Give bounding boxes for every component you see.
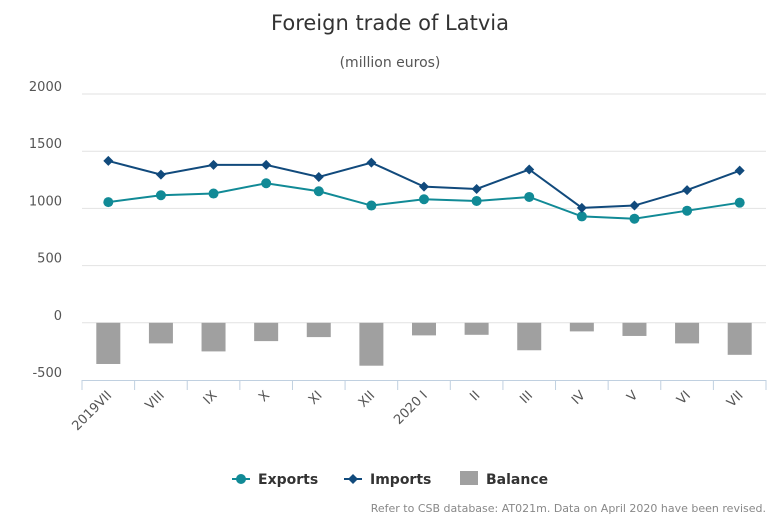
series-lines <box>103 155 745 224</box>
balance-bar <box>306 322 331 338</box>
balance-bar <box>96 322 121 364</box>
x-tick-label: III <box>517 388 536 407</box>
x-tick-label: XII <box>356 388 378 410</box>
legend-label-balance: Balance <box>486 472 548 488</box>
grid-lines <box>82 93 766 324</box>
x-tick-label: X <box>256 388 273 405</box>
x-tick-label: II <box>467 388 483 404</box>
x-tick-label: 2019VII <box>69 388 115 434</box>
legend-marker-imports <box>348 474 358 484</box>
point-exports <box>734 197 745 208</box>
balance-bar <box>148 322 173 344</box>
balance-bar <box>412 322 436 336</box>
x-tick-label: VIII <box>143 388 168 413</box>
x-tick-label: VI <box>674 388 694 408</box>
balance-bar <box>569 322 594 332</box>
balance-bar <box>359 322 384 366</box>
balance-bar <box>727 322 752 355</box>
legend-marker-exports <box>236 474 246 484</box>
legend: Exports Imports Balance <box>232 471 548 488</box>
y-tick-label: 500 <box>37 252 62 267</box>
balance-bar <box>675 322 700 344</box>
balance-bars <box>96 322 752 366</box>
point-imports <box>261 159 272 170</box>
x-tick-label: XI <box>306 388 326 408</box>
y-tick-label: 1500 <box>29 137 62 152</box>
point-imports <box>629 200 640 211</box>
point-exports <box>366 200 377 211</box>
point-exports <box>419 194 429 205</box>
point-imports <box>734 165 745 176</box>
legend-label-imports: Imports <box>370 472 431 488</box>
x-tick-label: 2020 I <box>391 388 431 428</box>
credits-text: Refer to CSB database: AT021m. Data on A… <box>371 502 766 515</box>
chart-subtitle: (million euros) <box>340 55 441 71</box>
point-exports <box>208 188 219 199</box>
point-imports <box>419 181 429 192</box>
point-exports <box>682 205 693 216</box>
point-imports <box>313 171 324 182</box>
point-exports <box>103 197 114 208</box>
balance-bar <box>201 322 226 352</box>
balance-bar <box>254 322 279 342</box>
point-exports <box>524 191 535 202</box>
x-tick-label: IX <box>201 388 221 408</box>
x-tick-label: VII <box>724 388 746 410</box>
point-exports <box>155 190 166 201</box>
legend-swatch-balance <box>460 471 478 485</box>
balance-bar <box>517 322 542 351</box>
point-exports <box>471 195 482 206</box>
y-axis-ticks: -500 0 500 1000 1500 2000 <box>29 80 62 381</box>
chart-title: Foreign trade of Latvia <box>271 11 509 35</box>
x-tick-label: IV <box>569 388 589 408</box>
x-axis: 2019VII VIII IX X XI XII 2020 I II III IV V VI VII <box>69 380 767 434</box>
y-tick-label: -500 <box>32 366 62 381</box>
point-imports <box>155 169 166 180</box>
point-imports <box>103 155 114 166</box>
point-exports <box>629 213 640 224</box>
balance-bar <box>622 322 647 336</box>
point-imports <box>471 183 482 194</box>
point-imports <box>366 157 377 168</box>
point-imports <box>576 202 587 213</box>
legend-label-exports: Exports <box>258 472 318 488</box>
point-exports <box>261 178 272 189</box>
point-exports <box>576 211 587 222</box>
point-imports <box>682 185 693 196</box>
point-imports <box>524 164 535 175</box>
point-imports <box>208 159 219 170</box>
y-tick-label: 1000 <box>29 194 62 209</box>
point-exports <box>313 186 324 197</box>
y-tick-label: 2000 <box>29 80 62 95</box>
y-tick-label: 0 <box>54 309 62 324</box>
x-tick-label: V <box>624 388 641 405</box>
balance-bar <box>464 322 489 335</box>
